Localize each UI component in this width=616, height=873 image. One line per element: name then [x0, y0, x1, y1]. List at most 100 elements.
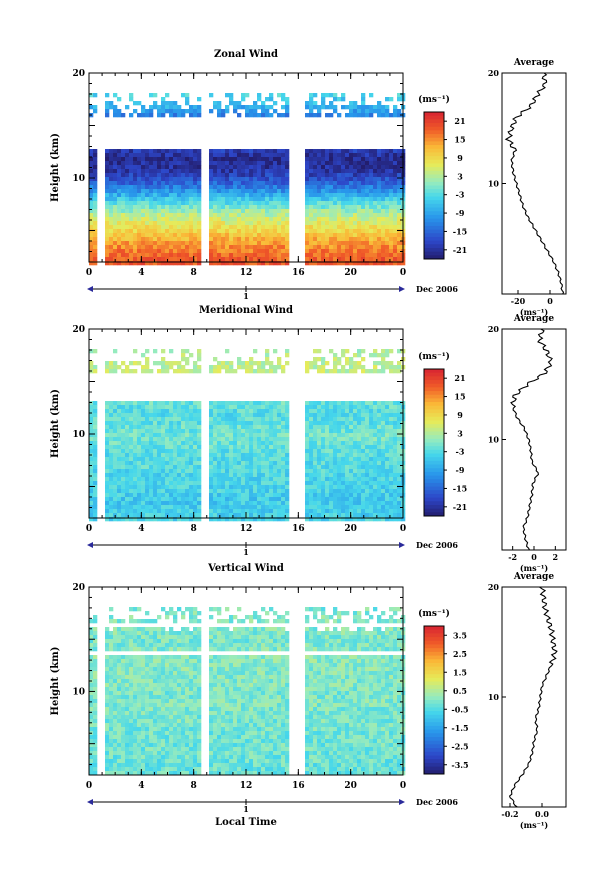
y-tick-label: 20	[72, 325, 85, 335]
colorbar-segment	[424, 255, 444, 260]
colorbar-segment	[424, 460, 444, 466]
day-axis-end-marker	[399, 799, 405, 805]
colorbar-segment	[424, 629, 444, 634]
day-label: 1	[243, 547, 249, 557]
average-profile-line	[504, 72, 565, 295]
colorbar-segment	[424, 112, 444, 117]
colorbar-segment	[424, 475, 444, 480]
colorbar-segment	[424, 692, 444, 697]
colorbar-segment	[424, 688, 444, 694]
colorbar-segment	[424, 479, 444, 484]
colorbar-tick-label: 21	[454, 373, 465, 383]
average-y-tick-label: 20	[488, 68, 500, 78]
colorbar-segment	[424, 391, 444, 396]
colorbar-segment	[424, 244, 444, 249]
day-axis-start-marker	[87, 286, 93, 292]
x-tick-label: 20	[344, 268, 357, 278]
colorbar-segment	[424, 759, 444, 764]
average-x-tick-label: -2	[508, 552, 517, 562]
colorbar-segment	[424, 435, 444, 440]
colorbar-segment	[424, 145, 444, 150]
x-tick-label: 12	[240, 524, 253, 534]
colorbar-segment	[424, 130, 444, 135]
colorbar-segment	[424, 203, 444, 209]
colorbar-segment	[424, 666, 444, 671]
colorbar-tick-label: -0.5	[451, 704, 468, 714]
average-x-tick-label: -20	[511, 296, 526, 306]
colorbar-tick-label: 21	[454, 116, 465, 126]
average-y-tick-label: 10	[488, 179, 500, 189]
average-frame	[501, 72, 567, 295]
day-axis-end-marker	[399, 286, 405, 292]
colorbar-segment	[424, 512, 444, 517]
colorbar-segment	[424, 677, 444, 682]
colorbar-segment	[424, 420, 444, 425]
colorbar-segment	[424, 383, 444, 388]
colorbar-segment	[424, 380, 444, 385]
average-x-tick-label: 0	[547, 296, 553, 306]
colorbar-tick-label: -9	[456, 208, 465, 218]
y-tick-label: 10	[72, 174, 85, 184]
average-title: Average	[513, 572, 554, 582]
average-profile: Average -20 0 10 20 (ms⁻¹)	[488, 58, 567, 317]
colorbar-segment	[424, 123, 444, 128]
colorbar-tick-label: 3	[457, 428, 463, 438]
colorbar-segment	[424, 369, 444, 374]
colorbar-segment	[424, 240, 444, 245]
colorbar-segment	[424, 700, 444, 705]
colorbar-segment	[424, 670, 444, 675]
colorbar-segment	[424, 218, 444, 223]
colorbar-segment	[424, 648, 444, 653]
colorbar-segment	[424, 755, 444, 760]
colorbar-segment	[424, 402, 444, 407]
x-tick-label: 16	[292, 781, 305, 791]
colorbar-segment	[424, 134, 444, 139]
colorbar-segment	[424, 770, 444, 775]
colorbar-segment	[424, 490, 444, 495]
colorbar-segment	[424, 207, 444, 212]
colorbar-tick-label: 15	[454, 135, 465, 145]
x-tick-label: 0	[400, 268, 406, 278]
colorbar-tick-label: -1.5	[451, 723, 468, 733]
colorbar-segment	[424, 446, 444, 451]
colorbar-segment	[424, 457, 444, 462]
heatmap	[89, 607, 406, 776]
colorbar-segment	[424, 707, 444, 712]
day-axis-start-marker	[87, 542, 93, 548]
colorbar-segment	[424, 405, 444, 410]
colorbar-segment	[424, 427, 444, 432]
colorbar-segment	[424, 141, 444, 146]
colorbar-segment	[424, 501, 444, 506]
heatmap	[89, 349, 406, 522]
average-profile: Average -0.2 0.0 10 20 (ms⁻¹)	[488, 572, 567, 830]
colorbar-segment	[424, 703, 444, 708]
colorbar-segment	[424, 681, 444, 686]
x-tick-label: 8	[191, 781, 197, 791]
colorbar-tick-label: -21	[453, 245, 467, 255]
average-y-tick-label: 10	[488, 692, 500, 702]
date-label: Dec 2006	[416, 284, 458, 294]
average-x-tick-label: 2	[553, 552, 559, 562]
colorbar-segment	[424, 163, 444, 168]
colorbar-segment	[424, 387, 444, 392]
colorbar-segment	[424, 504, 444, 510]
colorbar-segment	[424, 711, 444, 716]
colorbar-tick-label: 1.5	[453, 667, 467, 677]
colorbar-segment	[424, 493, 444, 499]
day-label: 1	[243, 291, 249, 301]
colorbar-segment	[424, 737, 444, 742]
date-label: Dec 2006	[416, 797, 458, 807]
colorbar-unit: (ms⁻¹)	[418, 351, 450, 362]
x-tick-label: 20	[344, 524, 357, 534]
average-x-label: (ms⁻¹)	[520, 820, 548, 830]
colorbar-segment	[424, 453, 444, 458]
x-tick-label: 12	[240, 781, 253, 791]
colorbar-segment	[424, 189, 444, 194]
average-y-tick-label: 10	[488, 435, 500, 445]
colorbar-segment	[424, 449, 444, 455]
colorbar-segment	[424, 766, 444, 771]
colorbar-segment	[424, 626, 444, 631]
panel-title: Meridional Wind	[199, 305, 293, 316]
